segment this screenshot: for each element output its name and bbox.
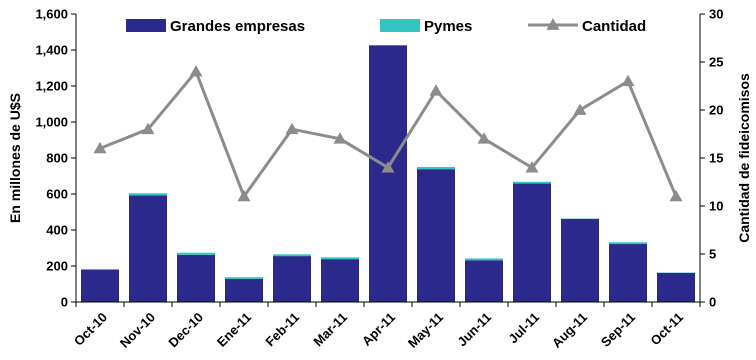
bar-pymes: [321, 257, 359, 260]
legend-marker-cantidad: [546, 18, 560, 30]
x-tick-label: Dec-10: [165, 310, 206, 351]
bar-pymes: [513, 181, 551, 184]
legend-label-cantidad: Cantidad: [582, 18, 646, 35]
bar-grandes-empresas: [561, 218, 599, 302]
point-cantidad: [333, 132, 347, 144]
y-tick-label: 1,200: [35, 79, 68, 94]
x-tick-label: Ene-11: [214, 310, 254, 350]
legend-label-pymes: Pymes: [424, 18, 472, 35]
x-tick-label: Jun-11: [454, 310, 494, 350]
point-cantidad: [477, 132, 491, 144]
y-tick-label: 1,000: [35, 115, 68, 130]
bar-grandes-empresas: [225, 278, 263, 302]
legend-swatch-pymes: [380, 19, 420, 32]
legend-swatch-grandes-empresas: [126, 19, 166, 32]
y-tick-label: 1,600: [35, 7, 68, 22]
y-tick-label: 400: [46, 223, 68, 238]
point-cantidad: [573, 103, 587, 115]
y-tick-label: 200: [46, 259, 68, 274]
bar-grandes-empresas: [129, 195, 167, 302]
x-tick-label: Nov-10: [117, 310, 158, 351]
x-tick-label: Oct-11: [647, 310, 686, 349]
bar-pymes: [225, 277, 263, 279]
point-cantidad: [285, 122, 299, 135]
y-tick-label: 1,400: [35, 43, 68, 58]
point-cantidad: [525, 161, 539, 173]
y2-tick-label: 25: [709, 55, 723, 70]
bar-pymes: [609, 242, 647, 245]
bar-grandes-empresas: [369, 45, 407, 302]
point-cantidad: [141, 122, 155, 135]
y-tick-label: 800: [46, 151, 68, 166]
bar-pymes: [129, 193, 167, 196]
y2-tick-label: 5: [709, 247, 716, 262]
y2-tick-label: 10: [709, 199, 723, 214]
point-cantidad: [621, 74, 635, 87]
point-cantidad: [93, 141, 107, 154]
bar-grandes-empresas: [513, 183, 551, 302]
y2-tick-label: 30: [709, 7, 723, 22]
bar-pymes: [417, 167, 455, 170]
x-tick-label: Feb-11: [262, 310, 302, 350]
bar-group: [81, 45, 695, 302]
x-tick-label: Apr-11: [359, 310, 398, 349]
bar-grandes-empresas: [273, 256, 311, 302]
y2-axis-title: Cantidad de fideicomisos: [736, 73, 752, 243]
bar-pymes: [273, 254, 311, 257]
bar-grandes-empresas: [321, 259, 359, 302]
y-tick-label: 600: [46, 187, 68, 202]
bar-grandes-empresas: [417, 169, 455, 302]
bar-grandes-empresas: [177, 254, 215, 302]
legend-label-grandes-empresas: Grandes empresas: [170, 18, 305, 35]
bar-pymes: [177, 252, 215, 255]
y2-tick-label: 15: [709, 151, 723, 166]
point-cantidad: [237, 189, 251, 202]
x-tick-label: Oct-10: [71, 310, 110, 349]
x-tick-label: Sep-11: [598, 310, 638, 350]
point-cantidad: [189, 65, 203, 77]
y-axis-title: En millones de U$S: [7, 93, 23, 223]
bar-grandes-empresas: [81, 269, 119, 302]
point-cantidad: [669, 189, 683, 202]
line-series-group: [93, 65, 683, 202]
x-tick-label: Aug-11: [549, 310, 590, 351]
bar-grandes-empresas: [465, 260, 503, 302]
point-cantidad: [429, 84, 443, 96]
bar-pymes: [465, 258, 503, 261]
bar-grandes-empresas: [657, 272, 695, 302]
x-tick-label: May-11: [405, 310, 446, 351]
bar-grandes-empresas: [609, 244, 647, 302]
x-tick-label: Mar-11: [310, 310, 350, 350]
legend: Grandes empresas Pymes Cantidad: [126, 18, 646, 35]
x-tick-label: Jul-11: [505, 310, 542, 347]
point-cantidad: [381, 161, 395, 173]
y-tick-label: 0: [61, 295, 68, 310]
y2-tick-label: 0: [709, 295, 716, 310]
y2-tick-label: 20: [709, 103, 723, 118]
